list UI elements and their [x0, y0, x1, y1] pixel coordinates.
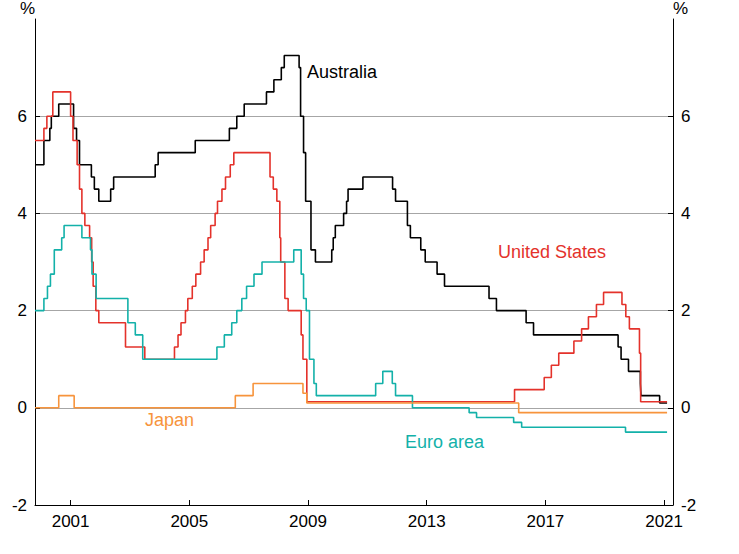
svg-text:2021: 2021: [645, 512, 683, 531]
svg-text:2017: 2017: [526, 512, 564, 531]
svg-text:2: 2: [681, 301, 690, 320]
svg-text:0: 0: [18, 398, 27, 417]
svg-text:-2: -2: [12, 496, 27, 515]
svg-text:2: 2: [18, 301, 27, 320]
svg-text:Australia: Australia: [307, 62, 378, 82]
svg-text:2009: 2009: [289, 512, 327, 531]
svg-text:-2: -2: [681, 496, 696, 515]
svg-text:2001: 2001: [52, 512, 90, 531]
svg-text:4: 4: [681, 204, 690, 223]
svg-text:%: %: [20, 0, 35, 18]
svg-text:2005: 2005: [170, 512, 208, 531]
svg-text:United States: United States: [498, 242, 606, 262]
svg-text:6: 6: [681, 107, 690, 126]
svg-text:%: %: [673, 0, 688, 18]
svg-text:2013: 2013: [408, 512, 446, 531]
svg-text:Euro area: Euro area: [405, 432, 485, 452]
svg-text:0: 0: [681, 398, 690, 417]
svg-text:4: 4: [18, 204, 27, 223]
svg-text:Japan: Japan: [145, 410, 194, 430]
svg-text:6: 6: [18, 107, 27, 126]
